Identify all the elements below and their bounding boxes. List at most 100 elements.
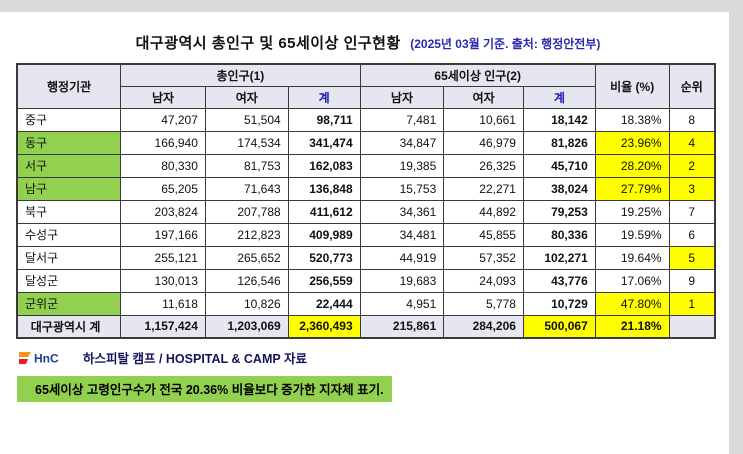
- window-right-strip: [729, 0, 743, 454]
- district-row: 달서구 255,121 265,652 520,773 44,919 57,352 102,…: [16, 245, 716, 270]
- elderly-female-cell: 22,271: [443, 176, 524, 201]
- elderly-female-cell: 5,778: [443, 291, 524, 316]
- note-row: 65세이상 고령인구수가 전국 20.36% 비율보다 증가한 지자체 표기.: [17, 376, 720, 402]
- rank-cell: 3: [668, 176, 716, 201]
- total-total-female-cell: 1,203,069: [204, 314, 289, 339]
- district-name-cell: 군위군: [16, 291, 122, 316]
- total-sum-cell: 411,612: [287, 199, 361, 224]
- table-header: 행정기관 총인구(1) 65세이상 인구(2) 비율 (%) 순위 남자 여자 …: [16, 63, 716, 109]
- elderly-female-cell: 45,855: [443, 222, 524, 247]
- elderly-male-cell: 15,753: [359, 176, 445, 201]
- total-sum-cell: 409,989: [287, 222, 361, 247]
- elderly-female-cell: 10,661: [443, 107, 524, 132]
- ratio-cell: 19.64%: [594, 245, 670, 270]
- total-male-cell: 80,330: [120, 153, 206, 178]
- total-male-cell: 166,940: [120, 130, 206, 155]
- page-title: 대구광역시 총인구 및 65세이상 인구현황: [135, 35, 401, 52]
- elderly-female-cell: 44,892: [443, 199, 524, 224]
- total-district-name-cell: 대구광역시 계: [16, 314, 122, 339]
- district-row: 달성군 130,013 126,546 256,559 19,683 24,093 43,7…: [16, 268, 716, 293]
- total-female-cell: 10,826: [204, 291, 289, 316]
- district-row: 군위군 11,618 10,826 22,444 4,951 5,778 10,729 47.…: [16, 291, 716, 316]
- total-female-cell: 207,788: [204, 199, 289, 224]
- total-female-cell: 265,652: [204, 245, 289, 270]
- elderly-sum-cell: 10,729: [522, 291, 596, 316]
- ratio-cell: 17.06%: [594, 268, 670, 293]
- district-row: 동구 166,940 174,534 341,474 34,847 46,979 81,82…: [16, 130, 716, 155]
- total-female-cell: 51,504: [204, 107, 289, 132]
- elderly-sum-cell: 80,336: [522, 222, 596, 247]
- rank-cell: 4: [668, 130, 716, 155]
- total-male-cell: 11,618: [120, 291, 206, 316]
- elderly-male-cell: 19,385: [359, 153, 445, 178]
- rank-cell: 1: [668, 291, 716, 316]
- total-male-cell: 203,824: [120, 199, 206, 224]
- district-name-cell: 남구: [16, 176, 122, 201]
- total-ratio-cell: 21.18%: [594, 314, 670, 339]
- window-top-strip: [0, 0, 743, 12]
- total-male-cell: 65,205: [120, 176, 206, 201]
- total-elderly-female-cell: 284,206: [443, 314, 524, 339]
- district-name-cell: 동구: [16, 130, 122, 155]
- footer: HnC 하스피탈 캠프 / HOSPITAL & CAMP 자료 65세이상 고…: [16, 348, 720, 402]
- total-sum-cell: 162,083: [287, 153, 361, 178]
- district-name-cell: 서구: [16, 153, 122, 178]
- rank-cell: 9: [668, 268, 716, 293]
- header-total-group: 총인구(1): [120, 63, 361, 87]
- ratio-cell: 19.25%: [594, 199, 670, 224]
- ratio-cell: 27.79%: [594, 176, 670, 201]
- total-male-cell: 130,013: [120, 268, 206, 293]
- page-subtitle: (2025년 03월 기준. 출처: 행정안전부): [410, 37, 601, 51]
- page-content: 대구광역시 총인구 및 65세이상 인구현황 (2025년 03월 기준. 출처…: [16, 12, 720, 402]
- elderly-sum-cell: 79,253: [522, 199, 596, 224]
- district-row: 서구 80,330 81,753 162,083 19,385 26,325 45,710 2…: [16, 153, 716, 178]
- district-name-cell: 중구: [16, 107, 122, 132]
- elderly-sum-cell: 102,271: [522, 245, 596, 270]
- elderly-male-cell: 19,683: [359, 268, 445, 293]
- hnc-logo-text: HnC: [34, 351, 59, 365]
- header-total-sum: 계: [287, 85, 361, 109]
- elderly-male-cell: 4,951: [359, 291, 445, 316]
- elderly-female-cell: 24,093: [443, 268, 524, 293]
- header-admin: 행정기관: [16, 63, 122, 109]
- elderly-sum-cell: 38,024: [522, 176, 596, 201]
- district-name-cell: 달서구: [16, 245, 122, 270]
- table-body: 중구 47,207 51,504 98,711 7,481 10,661 18,142 18.…: [16, 107, 716, 339]
- total-female-cell: 71,643: [204, 176, 289, 201]
- district-name-cell: 북구: [16, 199, 122, 224]
- district-row: 중구 47,207 51,504 98,711 7,481 10,661 18,142 18.…: [16, 107, 716, 132]
- total-male-cell: 197,166: [120, 222, 206, 247]
- header-elderly-group: 65세이상 인구(2): [359, 63, 596, 87]
- total-total-male-cell: 1,157,424: [120, 314, 206, 339]
- legend-note: 65세이상 고령인구수가 전국 20.36% 비율보다 증가한 지자체 표기.: [17, 376, 392, 402]
- elderly-female-cell: 46,979: [443, 130, 524, 155]
- total-sum-cell: 98,711: [287, 107, 361, 132]
- total-female-cell: 81,753: [204, 153, 289, 178]
- header-rank: 순위: [668, 63, 716, 109]
- ratio-cell: 47.80%: [594, 291, 670, 316]
- rank-cell: 5: [668, 245, 716, 270]
- header-total-female: 여자: [204, 85, 289, 109]
- total-female-cell: 212,823: [204, 222, 289, 247]
- total-sum-cell: 22,444: [287, 291, 361, 316]
- rank-cell: 6: [668, 222, 716, 247]
- ratio-cell: 28.20%: [594, 153, 670, 178]
- hnc-logo-icon: HnC: [18, 349, 74, 367]
- elderly-male-cell: 34,847: [359, 130, 445, 155]
- population-table: 행정기관 총인구(1) 65세이상 인구(2) 비율 (%) 순위 남자 여자 …: [16, 63, 716, 339]
- elderly-male-cell: 34,481: [359, 222, 445, 247]
- header-total-male: 남자: [120, 85, 206, 109]
- total-male-cell: 47,207: [120, 107, 206, 132]
- total-rank-cell: [668, 314, 716, 339]
- ratio-cell: 18.38%: [594, 107, 670, 132]
- elderly-female-cell: 57,352: [443, 245, 524, 270]
- total-elderly-sum-cell: 500,067: [522, 314, 596, 339]
- elderly-male-cell: 34,361: [359, 199, 445, 224]
- total-elderly-male-cell: 215,861: [359, 314, 445, 339]
- ratio-cell: 23.96%: [594, 130, 670, 155]
- total-total-sum-cell: 2,360,493: [287, 314, 361, 339]
- total-sum-cell: 341,474: [287, 130, 361, 155]
- district-row: 북구 203,824 207,788 411,612 34,361 44,892 79,25…: [16, 199, 716, 224]
- elderly-male-cell: 7,481: [359, 107, 445, 132]
- ratio-cell: 19.59%: [594, 222, 670, 247]
